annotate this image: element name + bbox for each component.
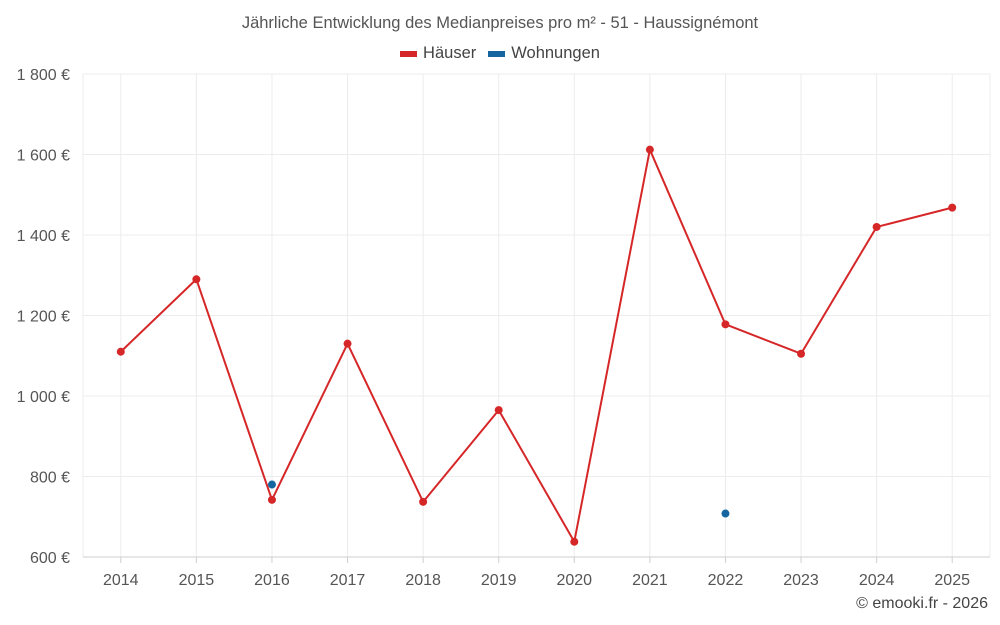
legend-item-wohnungen[interactable]: Wohnungen	[488, 44, 600, 63]
x-tick-label: 2025	[934, 572, 970, 589]
data-point-haeuser	[192, 275, 201, 284]
chart-title: Jährliche Entwicklung des Medianpreises …	[241, 14, 759, 32]
data-point-haeuser	[570, 537, 579, 546]
x-tick-label: 2016	[254, 572, 290, 589]
legend-label-haeuser: Häuser	[423, 44, 477, 62]
x-tick-label: 2020	[556, 572, 592, 589]
x-tick-label: 2018	[405, 572, 441, 589]
data-point-haeuser	[872, 222, 881, 231]
x-tick-label: 2014	[103, 572, 139, 589]
credit-text: © emooki.fr - 2026	[856, 595, 988, 612]
x-tick-label: 2015	[179, 572, 215, 589]
data-point-haeuser	[419, 497, 428, 506]
x-tick-label: 2024	[859, 572, 895, 589]
legend-swatch-wohnungen	[488, 50, 506, 57]
data-point-haeuser	[116, 347, 125, 356]
x-tick-label: 2023	[783, 572, 819, 589]
y-tick-label: 1 400 €	[17, 228, 70, 245]
data-point-haeuser	[267, 495, 276, 504]
series-line-haeuser	[120, 148, 953, 543]
y-tick-label: 1 000 €	[17, 389, 70, 406]
y-tick-label: 1 200 €	[17, 309, 70, 326]
y-tick-label: 1 600 €	[17, 148, 70, 165]
x-tick-label: 2017	[330, 572, 366, 589]
x-tick-label: 2019	[481, 572, 517, 589]
data-point-haeuser	[645, 145, 654, 154]
data-point-haeuser	[948, 203, 957, 212]
y-tick-label: 800 €	[30, 470, 70, 487]
data-point-haeuser	[797, 349, 806, 358]
y-tick-label: 1 800 €	[17, 67, 70, 84]
chart-legend: Häuser Wohnungen	[0, 44, 1000, 63]
data-point-wohnungen	[267, 480, 276, 489]
data-point-haeuser	[721, 320, 730, 329]
data-point-haeuser	[343, 339, 352, 348]
x-tick-label: 2022	[708, 572, 744, 589]
legend-label-wohnungen: Wohnungen	[511, 44, 600, 62]
data-point-wohnungen	[721, 509, 730, 518]
legend-item-haeuser[interactable]: Häuser	[400, 44, 476, 63]
x-tick-label: 2021	[632, 572, 668, 589]
data-point-haeuser	[494, 406, 503, 415]
legend-swatch-haeuser	[400, 50, 418, 57]
y-tick-label: 600 €	[30, 550, 70, 567]
